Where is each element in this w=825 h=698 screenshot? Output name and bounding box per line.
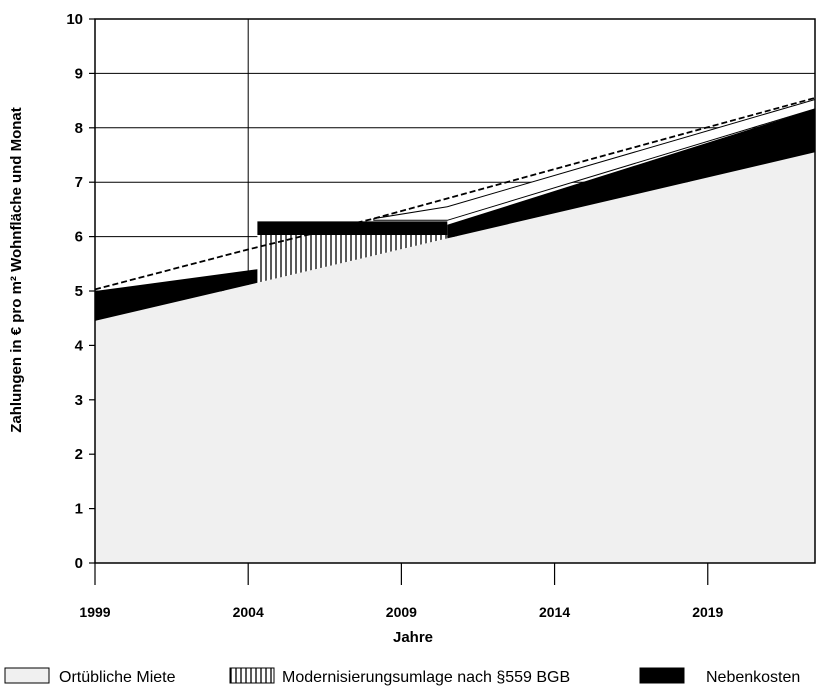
y-tick-label-10: 10 <box>66 11 83 28</box>
area-nebenkosten-3 <box>447 108 815 239</box>
y-tick-label-8: 8 <box>75 120 83 137</box>
y-tick-label-7: 7 <box>75 174 83 191</box>
area-ortuebliche-miete <box>95 152 815 564</box>
x-axis-title: Jahre <box>393 629 433 646</box>
y-tick-label-0: 0 <box>75 555 83 572</box>
y-tick-label-5: 5 <box>75 283 83 300</box>
x-tick-label-2004: 2004 <box>233 604 264 620</box>
legend: Ortübliche Miete Modernisierungsumlage n… <box>4 667 800 686</box>
y-tick-label-2: 2 <box>75 446 83 463</box>
y-tick-label-3: 3 <box>75 392 83 409</box>
y-tick-label-6: 6 <box>75 229 83 246</box>
dashed-line <box>94 97 816 291</box>
plot-areas <box>94 97 816 564</box>
area-nebenkosten-2 <box>257 221 448 235</box>
legend-swatch-nebenkosten <box>639 667 685 684</box>
y-axis-title: Zahlungen in € pro m² Wohnfläche und Mon… <box>8 107 25 433</box>
x-tick-label-2019: 2019 <box>692 604 723 620</box>
legend-label-ortuebliche-miete: Ortübliche Miete <box>59 669 176 686</box>
x-tick-label-2009: 2009 <box>386 604 417 620</box>
area-nebenkosten-1 <box>95 269 258 321</box>
x-ticks: 1999 2004 2009 2014 2019 <box>79 563 724 620</box>
y-tick-label-9: 9 <box>75 65 83 82</box>
y-tick-label-4: 4 <box>75 337 84 354</box>
y-tick-label-1: 1 <box>75 501 83 518</box>
x-tick-label-1999: 1999 <box>79 604 110 620</box>
legend-swatch-ortuebliche-miete <box>4 667 50 684</box>
y-ticks: 0 1 2 3 4 5 6 7 8 9 10 <box>66 11 95 572</box>
x-tick-label-2014: 2014 <box>539 604 570 620</box>
legend-label-nebenkosten: Nebenkosten <box>706 669 800 686</box>
legend-label-modernisierungsumlage: Modernisierungsumlage nach §559 BGB <box>282 669 570 686</box>
legend-swatch-modernisierungsumlage <box>229 667 275 684</box>
area-modernisierungsumlage <box>257 235 448 283</box>
